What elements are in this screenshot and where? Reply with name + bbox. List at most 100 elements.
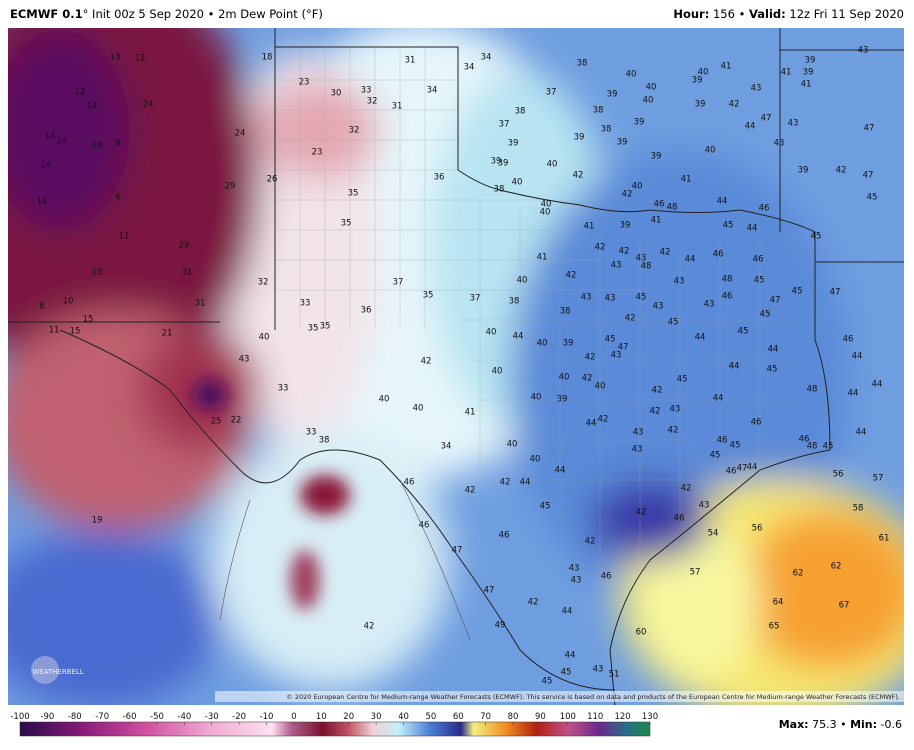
station-value: 47 (830, 288, 841, 298)
station-value: 40 (705, 146, 716, 156)
station-value: 39 (805, 56, 816, 66)
station-value: 44 (520, 478, 531, 488)
station-value: 37 (546, 88, 557, 98)
station-value: 44 (562, 607, 573, 617)
station-value: 29 (179, 241, 190, 251)
station-value: 39 (634, 118, 645, 128)
station-value: 43 (571, 576, 582, 586)
min-value: -0.6 (877, 718, 902, 731)
station-value: 43 (593, 665, 604, 675)
station-value: 42 (595, 243, 606, 253)
colorbar-tick-label: 40 (398, 712, 409, 722)
station-value: 47 (737, 464, 748, 474)
station-value: 46 (753, 255, 764, 265)
station-value: 54 (708, 529, 719, 539)
station-value: 40 (547, 160, 558, 170)
station-value: 45 (811, 232, 822, 242)
station-value: 43 (858, 46, 869, 56)
station-value: 43 (611, 261, 622, 271)
station-value: 43 (239, 355, 250, 365)
station-value: 41 (781, 68, 792, 78)
station-value: 40 (379, 395, 390, 405)
colorbar (19, 721, 651, 737)
station-value: 44 (695, 333, 706, 343)
title-text: ° Init 00z 5 Sep 2020 • 2m Dew Point (°F… (83, 7, 323, 21)
copyright: © 2020 European Centre for Medium-range … (286, 693, 900, 701)
station-value: 37 (393, 278, 404, 288)
station-value: 46 (717, 436, 728, 446)
colorbar-tick-label: -20 (232, 712, 246, 722)
station-value: 61 (879, 534, 890, 544)
station-value: 40 (507, 440, 518, 450)
station-value: 45 (754, 276, 765, 286)
station-value: 56 (833, 470, 844, 480)
station-value: 42 (650, 407, 661, 417)
station-value: 47 (863, 171, 874, 181)
station-value: 42 (566, 271, 577, 281)
station-value: 16 (92, 141, 103, 151)
station-value: 42 (668, 426, 679, 436)
colorbar-tick-label: -40 (177, 712, 191, 722)
station-value: 40 (537, 339, 548, 349)
station-value: 37 (470, 294, 481, 304)
map-field (8, 28, 904, 705)
station-value: 46 (759, 204, 770, 214)
station-value: 41 (681, 175, 692, 185)
station-value: 36 (361, 306, 372, 316)
station-value: 48 (667, 203, 678, 213)
station-value: 14 (45, 132, 56, 142)
station-value: 42 (729, 100, 740, 110)
station-value: 42 (585, 353, 596, 363)
station-value: 42 (421, 357, 432, 367)
colorbar-tick-label: 20 (343, 712, 354, 722)
station-value: 15 (70, 327, 81, 337)
station-value: 23 (312, 148, 323, 158)
station-value: 45 (561, 668, 572, 678)
station-value: 41 (537, 253, 548, 263)
station-value: 39 (803, 68, 814, 78)
station-value: 40 (698, 68, 709, 78)
station-value: 42 (681, 484, 692, 494)
station-value: 40 (559, 373, 570, 383)
station-value: 34 (441, 442, 452, 452)
station-value: 15 (83, 315, 94, 325)
colorbar-tick-label: -50 (150, 712, 164, 722)
station-value: 42 (573, 171, 584, 181)
hour-label: Hour: (673, 7, 709, 21)
station-value: 43 (581, 293, 592, 303)
station-value: 42 (625, 314, 636, 324)
valid-label: Valid: (749, 7, 786, 21)
model-name: ECMWF 0.1 (10, 7, 83, 21)
station-value: 14 (41, 161, 52, 171)
colorbar-tick-label: 90 (535, 712, 546, 722)
valid-value: 12z Fri 11 Sep 2020 (786, 7, 904, 21)
station-value: 40 (492, 367, 503, 377)
station-value: 45 (738, 327, 749, 337)
station-value: 38 (515, 107, 526, 117)
station-value: 62 (793, 569, 804, 579)
station-value: 40 (626, 70, 637, 80)
station-value: 35 (348, 189, 359, 199)
station-value: 42 (660, 248, 671, 258)
min-label: Min: (850, 718, 877, 731)
station-value: 44 (555, 466, 566, 476)
station-value: 39 (651, 152, 662, 162)
station-value: 34 (464, 63, 475, 73)
colorbar-tick-label: 50 (425, 712, 436, 722)
station-value: 42 (619, 247, 630, 257)
station-value: 65 (769, 622, 780, 632)
station-value: 32 (258, 278, 269, 288)
station-value: 47 (484, 586, 495, 596)
station-value: 60 (636, 628, 647, 638)
station-value: 46 (654, 200, 665, 210)
station-value: 34 (481, 53, 492, 63)
station-value: 57 (873, 474, 884, 484)
station-value: 45 (540, 502, 551, 512)
station-value: 24 (143, 100, 154, 110)
station-value: 38 (593, 106, 604, 116)
station-value: 31 (195, 299, 206, 309)
station-value: 42 (836, 166, 847, 176)
station-value: 45 (767, 365, 778, 375)
